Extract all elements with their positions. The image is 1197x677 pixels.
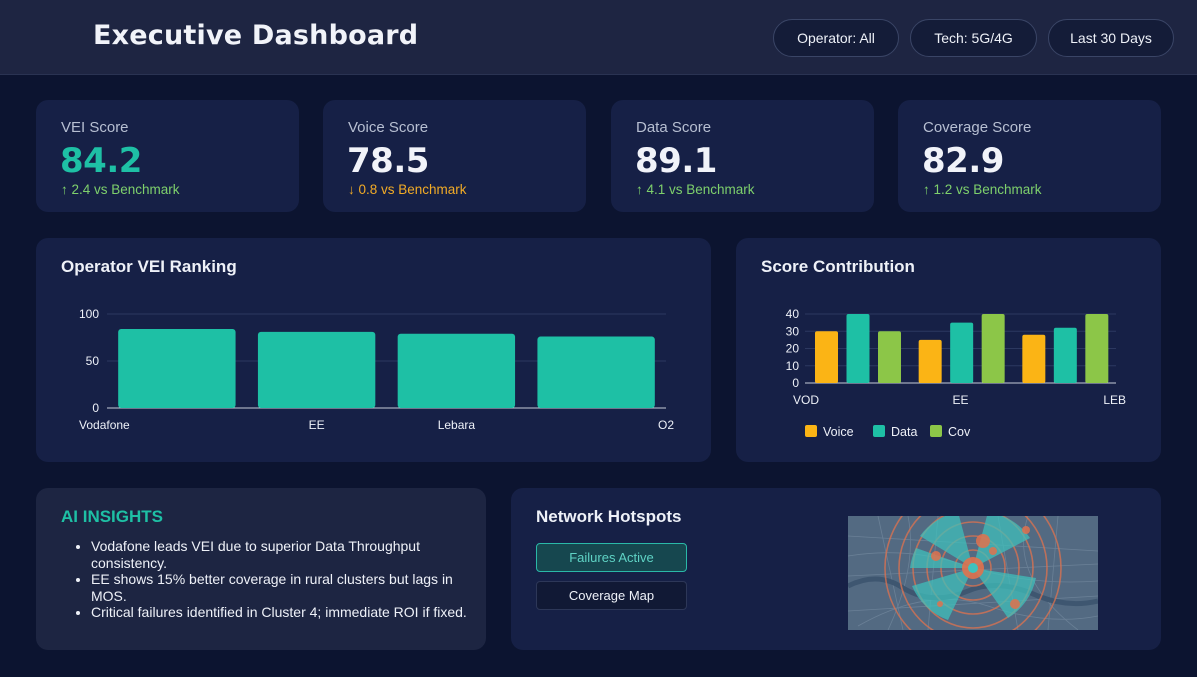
y-tick-label: 10 bbox=[786, 359, 800, 373]
legend-swatch-cov bbox=[930, 425, 942, 437]
ranking-chart: 0 50 100 Vodafone EE Lebara O2 bbox=[79, 307, 674, 432]
operator-filter[interactable]: Operator: All bbox=[773, 19, 899, 57]
kpi-delta: ↑ 4.1 vs Benchmark bbox=[636, 182, 755, 197]
hotspots-card: Network Hotspots Failures Active Coverag… bbox=[511, 488, 1161, 650]
bar-lebara bbox=[397, 333, 516, 408]
x-tick-label: VOD bbox=[793, 393, 819, 407]
tech-filter[interactable]: Tech: 5G/4G bbox=[910, 19, 1037, 57]
hotspots-title: Network Hotspots bbox=[536, 507, 682, 526]
x-tick-label: LEB bbox=[1103, 393, 1126, 407]
bar-ee-voice bbox=[918, 339, 942, 383]
contribution-title: Score Contribution bbox=[761, 257, 915, 276]
x-tick-label: EE bbox=[952, 393, 968, 407]
legend-swatch-data bbox=[873, 425, 885, 437]
bar-vod-voice bbox=[815, 331, 838, 383]
kpi-delta: ↓ 0.8 vs Benchmark bbox=[348, 182, 467, 197]
y-tick-label: 20 bbox=[786, 342, 800, 356]
insights-list: Vodafone leads VEI due to superior Data … bbox=[91, 538, 481, 621]
hotspot-map[interactable] bbox=[848, 516, 1098, 630]
insights-title: AI INSIGHTS bbox=[61, 507, 164, 526]
y-tick-label: 50 bbox=[86, 354, 100, 368]
bar-leb-cov bbox=[1085, 314, 1109, 383]
bar-ee bbox=[257, 331, 376, 408]
kpi-card-voice: Voice Score 78.5 ↓ 0.8 vs Benchmark bbox=[323, 100, 586, 212]
x-tick-label: O2 bbox=[658, 418, 674, 432]
coverage-map-button[interactable]: Coverage Map bbox=[536, 581, 687, 610]
x-tick-label: Vodafone bbox=[79, 418, 130, 432]
page-title: Executive Dashboard bbox=[93, 20, 419, 51]
hotspot-map-image bbox=[848, 516, 1098, 630]
kpi-card-data: Data Score 89.1 ↑ 4.1 vs Benchmark bbox=[611, 100, 874, 212]
legend-swatch-voice bbox=[805, 425, 817, 437]
legend-label-cov: Cov bbox=[948, 425, 971, 439]
bar-vod-data bbox=[846, 314, 870, 383]
bar-ee-cov bbox=[981, 314, 1005, 383]
kpi-card-vei: VEI Score 84.2 ↑ 2.4 vs Benchmark bbox=[36, 100, 299, 212]
bar-ee-data bbox=[950, 322, 974, 383]
insight-item: Vodafone leads VEI due to superior Data … bbox=[91, 538, 481, 571]
bar-vodafone bbox=[118, 329, 236, 408]
kpi-value: 78.5 bbox=[347, 141, 429, 181]
insights-card: AI INSIGHTS Vodafone leads VEI due to su… bbox=[36, 488, 486, 650]
kpi-card-coverage: Coverage Score 82.9 ↑ 1.2 vs Benchmark bbox=[898, 100, 1161, 212]
y-tick-label: 0 bbox=[92, 401, 99, 415]
bar-o2 bbox=[537, 336, 655, 408]
kpi-delta: ↑ 1.2 vs Benchmark bbox=[923, 182, 1042, 197]
kpi-label: Data Score bbox=[636, 119, 712, 136]
kpi-value: 89.1 bbox=[635, 141, 717, 181]
insight-item: EE shows 15% better coverage in rural cl… bbox=[91, 571, 481, 604]
y-tick-label: 30 bbox=[786, 324, 800, 338]
x-tick-label: Lebara bbox=[438, 418, 476, 432]
contribution-card: Score Contribution 0 10 20 30 40 VOD EE LEB Voic… bbox=[736, 238, 1161, 462]
legend-label-data: Data bbox=[891, 425, 917, 439]
y-tick-label: 0 bbox=[792, 376, 799, 390]
bar-leb-voice bbox=[1022, 334, 1046, 383]
kpi-label: Coverage Score bbox=[923, 119, 1032, 136]
kpi-value: 84.2 bbox=[60, 141, 142, 181]
y-tick-label: 40 bbox=[786, 307, 800, 321]
kpi-delta: ↑ 2.4 vs Benchmark bbox=[61, 182, 180, 197]
bar-leb-data bbox=[1053, 327, 1077, 383]
kpi-label: VEI Score bbox=[61, 119, 129, 136]
kpi-label: Voice Score bbox=[348, 119, 429, 136]
ranking-card: Operator VEI Ranking 0 50 100 Vodafone EE Leb… bbox=[36, 238, 711, 462]
bar-vod-cov bbox=[878, 331, 901, 383]
contribution-chart: 0 10 20 30 40 VOD EE LEB Voice Data Cov bbox=[786, 307, 1126, 439]
failures-active-button[interactable]: Failures Active bbox=[536, 543, 687, 572]
kpi-value: 82.9 bbox=[922, 141, 1004, 181]
x-tick-label: EE bbox=[309, 418, 325, 432]
ranking-title: Operator VEI Ranking bbox=[61, 257, 237, 276]
header: Executive Dashboard Operator: All Tech: … bbox=[0, 0, 1197, 75]
legend-label-voice: Voice bbox=[823, 425, 854, 439]
y-tick-label: 100 bbox=[79, 307, 99, 321]
insight-item: Critical failures identified in Cluster … bbox=[91, 604, 481, 621]
date-range-filter[interactable]: Last 30 Days bbox=[1048, 19, 1174, 57]
